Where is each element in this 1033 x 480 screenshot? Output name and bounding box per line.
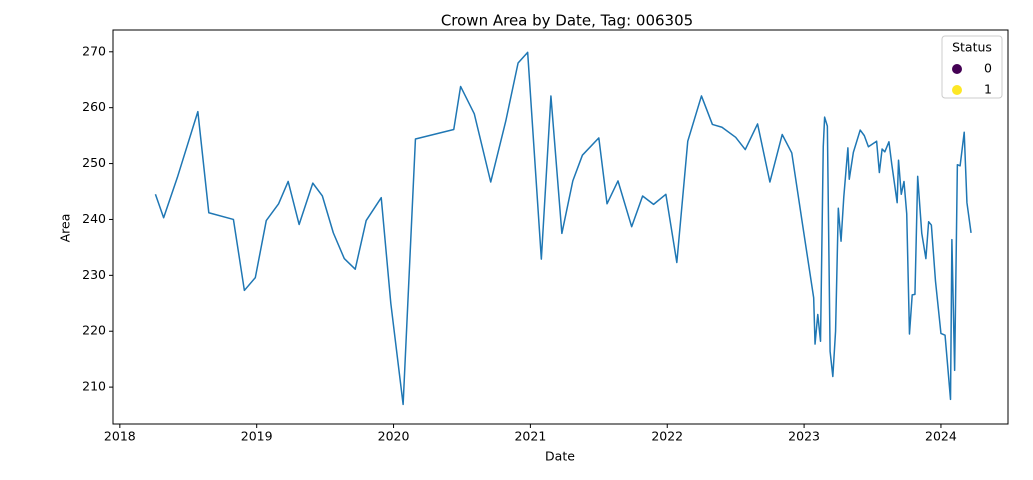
data-line	[154, 51, 972, 406]
y-tick-label: 220	[82, 323, 106, 338]
legend-box	[941, 35, 1003, 99]
y-tick-label: 250	[82, 155, 106, 170]
legend-title: Status	[952, 40, 992, 55]
x-axis-label: Date	[545, 449, 575, 464]
legend-label: 0	[984, 61, 992, 76]
x-tick-label: 2019	[241, 429, 273, 444]
x-tick-label: 2022	[651, 429, 683, 444]
y-tick-label: 240	[82, 211, 106, 226]
y-tick-label: 270	[82, 43, 106, 58]
x-tick-label: 2018	[104, 429, 136, 444]
x-tick-label: 2021	[514, 429, 546, 444]
y-axis-label: Area	[58, 214, 73, 243]
legend-label: 1	[984, 82, 992, 97]
chart-title: Crown Area by Date, Tag: 006305	[441, 12, 693, 30]
x-tick-label: 2024	[925, 429, 957, 444]
plot-frame	[112, 29, 1009, 425]
x-tick-label: 2023	[788, 429, 820, 444]
legend-marker	[952, 85, 962, 95]
x-tick-label: 2020	[378, 429, 410, 444]
legend-marker	[952, 64, 962, 74]
y-tick-label: 230	[82, 267, 106, 282]
y-tick-label: 210	[82, 379, 106, 394]
y-tick-label: 260	[82, 99, 106, 114]
